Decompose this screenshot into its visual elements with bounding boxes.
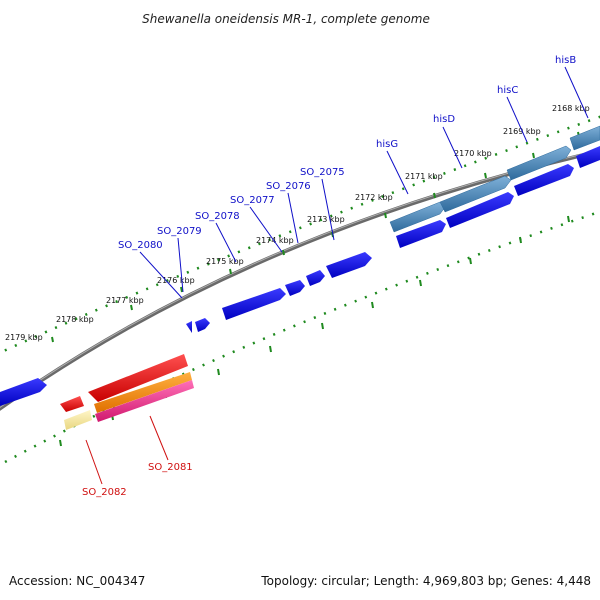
kbp-label: 2177 kbp [106,296,144,305]
cds-feature[interactable] [222,288,286,320]
cds-feature[interactable] [569,125,600,151]
cds-feature[interactable] [195,318,210,332]
cds-feature[interactable] [60,396,84,412]
kbp-label: 2173 kbp [307,215,345,224]
gene-label[interactable]: SO_2079 [157,226,202,237]
accession-text: Accession: NC_004347 [9,574,146,588]
gene-label[interactable]: SO_2075 [300,167,345,178]
kbp-label: 2172 kbp [355,193,393,202]
kbp-label: 2178 kbp [56,315,94,324]
label-leader-lines [139,66,589,299]
kbp-label: 2175 kbp [206,257,244,266]
cds-feature[interactable] [95,380,194,422]
cds-feature[interactable] [94,372,192,413]
outer-tick-track [0,115,600,355]
genome-backbone [0,149,600,411]
kbp-label: 2179 kbp [5,333,43,342]
cds-feature[interactable] [506,145,572,181]
kbp-label: 2176 kbp [157,276,195,285]
cds-feature[interactable] [439,175,512,213]
gene-label[interactable]: SO_2076 [266,181,311,192]
cds-feature[interactable] [576,146,600,168]
genome-summary-text: Topology: circular; Length: 4,969,803 bp… [261,574,591,588]
cds-feature[interactable] [306,270,325,286]
gene-label[interactable]: SO_2077 [230,195,275,206]
genome-backbone-highlight [0,149,600,409]
kbp-label: 2174 kbp [256,236,294,245]
gene-label[interactable]: hisB [555,55,576,66]
map-title: Shewanella oneidensis MR-1, complete gen… [142,12,430,26]
cds-feature[interactable] [389,201,447,233]
gene-label[interactable]: SO_2078 [195,211,240,222]
inner-tick-track [4,210,600,464]
gene-label[interactable]: SO_2080 [118,240,163,251]
label-leader-lines-red [85,415,169,485]
gene-label[interactable]: hisG [376,139,398,150]
cds-feature[interactable] [285,280,305,296]
forward-strand-features [0,125,600,406]
cds-feature[interactable] [446,192,514,228]
cds-feature[interactable] [326,252,372,278]
gene-label[interactable]: SO_2082 [82,487,127,498]
cds-feature[interactable] [514,164,574,196]
gene-labels: hisB hisC hisD hisG SO_2075 SO_2076 SO_2… [82,55,576,498]
kbp-label: 2171 kbp [405,172,443,181]
cds-feature[interactable] [396,220,446,248]
gene-label[interactable]: SO_2081 [148,462,193,473]
reverse-strand-features [60,354,194,430]
cds-feature[interactable] [186,321,192,333]
kbp-label: 2170 kbp [454,149,492,158]
kbp-label: 2168 kbp [552,104,590,113]
cds-feature[interactable] [64,410,92,430]
gene-label[interactable]: hisC [497,85,518,96]
kbp-scale-labels: 2168 kbp 2169 kbp 2170 kbp 2171 kbp 2172… [5,104,590,342]
cds-feature[interactable] [0,378,47,406]
gene-label[interactable]: hisD [433,114,455,125]
cds-feature[interactable] [88,354,188,402]
